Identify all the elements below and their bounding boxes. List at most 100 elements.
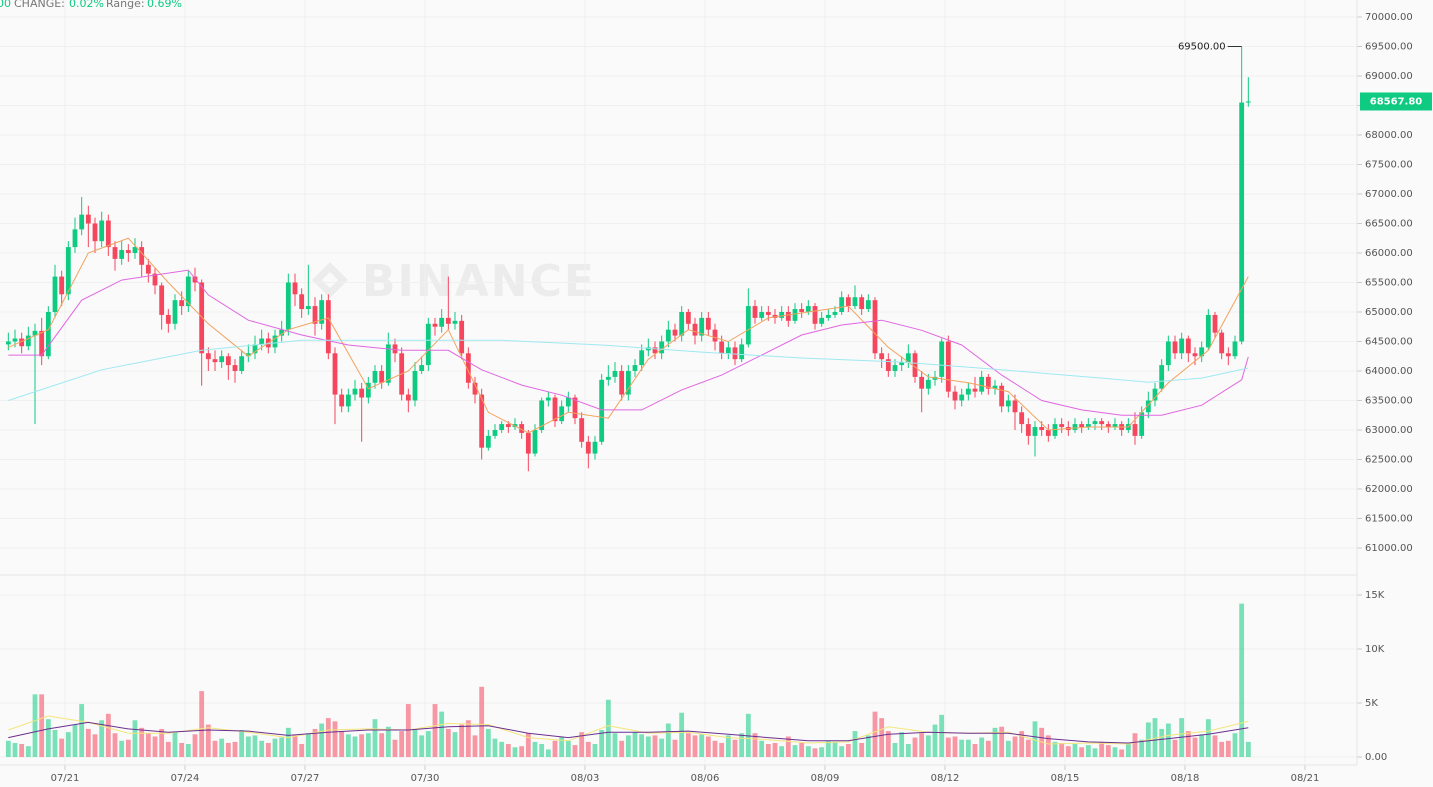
volume-bar: [1119, 749, 1125, 758]
x-tick-label: 07/30: [411, 773, 440, 784]
volume-bar: [85, 728, 91, 758]
candle-body: [585, 441, 591, 454]
volume-bar: [165, 741, 171, 758]
candle-body: [665, 329, 671, 342]
candle-body: [305, 306, 311, 310]
candle-body: [572, 397, 578, 419]
volume-bar: [912, 737, 918, 758]
candle-body: [225, 356, 231, 366]
candle-body: [925, 379, 931, 389]
candle-body: [172, 300, 178, 324]
volume-bar: [512, 747, 518, 758]
candle-body: [1039, 427, 1045, 430]
volume-bar: [352, 736, 358, 758]
volume-bar: [372, 719, 378, 758]
candle-body: [339, 394, 345, 407]
candle-body: [1099, 421, 1105, 425]
candle-body: [739, 344, 745, 360]
volume-bar: [612, 733, 618, 758]
candle-body: [559, 406, 565, 422]
volume-bar: [252, 735, 258, 758]
volume-bar: [865, 735, 871, 758]
volume-bar: [532, 741, 538, 758]
candle-body: [785, 311, 791, 321]
candle-body: [972, 388, 978, 392]
volume-bar: [965, 739, 971, 758]
candle-body: [125, 250, 131, 253]
volume-bar: [219, 738, 225, 758]
candle-body: [385, 344, 391, 383]
candle-body: [205, 353, 211, 360]
candle-body: [1079, 424, 1085, 428]
volume-bar: [672, 739, 678, 758]
volume-bar: [145, 733, 151, 758]
candle-body: [805, 306, 811, 312]
volume-bar: [125, 739, 131, 758]
price-overlay-line: [8, 339, 1249, 401]
candle-body: [32, 330, 38, 336]
candle-body: [592, 441, 598, 454]
candle-body: [39, 330, 45, 357]
candle-body: [1239, 102, 1245, 342]
candle-body: [792, 309, 798, 321]
candle-body: [599, 379, 605, 442]
volume-bar: [1032, 721, 1038, 758]
volume-bar: [359, 734, 365, 758]
volume-bar: [312, 728, 318, 758]
candle-body: [745, 306, 751, 345]
price-tick-label: 66500.00: [1365, 218, 1413, 229]
volume-bar: [899, 732, 905, 758]
volume-bar: [592, 744, 598, 758]
volume-bar: [519, 746, 525, 758]
candle-body: [1092, 421, 1098, 425]
volume-bar: [1245, 741, 1251, 758]
candle-body: [985, 376, 991, 389]
candle-body: [1005, 400, 1011, 407]
volume-tick-label: 15K: [1365, 590, 1385, 601]
volume-bar: [992, 727, 998, 758]
x-tick-label: 08/21: [1291, 773, 1320, 784]
x-tick-label: 08/15: [1051, 773, 1080, 784]
candle-body: [919, 376, 925, 389]
change-value: 0.02%: [69, 0, 104, 10]
candle-body: [299, 294, 305, 310]
volume-bar: [1112, 747, 1118, 758]
volume-bar: [945, 737, 951, 758]
volume-bar: [885, 731, 891, 758]
volume-bar: [445, 728, 451, 758]
candle-body: [499, 424, 505, 430]
volume-bar: [932, 724, 938, 758]
candle-body: [632, 365, 638, 371]
volume-bar: [232, 741, 238, 758]
volume-bar: [699, 734, 705, 758]
candle-body: [752, 306, 758, 318]
volume-bar: [1212, 735, 1218, 758]
volume-bar: [979, 737, 985, 758]
candle-body: [519, 424, 525, 433]
candle-body: [939, 341, 945, 377]
candle-body: [439, 317, 445, 327]
candle-body: [65, 247, 71, 295]
volume-bar: [79, 704, 85, 758]
volume-bar: [1012, 736, 1018, 758]
volume-bar: [659, 738, 665, 758]
volume-bar: [1232, 733, 1238, 758]
candle-body: [992, 385, 998, 389]
volume-bar: [1099, 741, 1105, 758]
candle-body: [1139, 412, 1145, 436]
volume-bar: [565, 740, 571, 758]
volume-bar: [1239, 603, 1245, 758]
candle-body: [819, 317, 825, 324]
volume-bar: [652, 735, 658, 758]
price-tick-label: 62500.00: [1365, 454, 1413, 465]
volume-bar: [139, 727, 145, 758]
volume-bar: [119, 740, 125, 758]
volume-bar: [1192, 737, 1198, 758]
price-tick-label: 65500.00: [1365, 277, 1413, 288]
candle-body: [532, 429, 538, 454]
candle-body: [579, 418, 585, 442]
volume-bar: [779, 746, 785, 758]
volume-bar: [872, 711, 878, 758]
volume-bar: [585, 741, 591, 758]
candle-body: [472, 382, 478, 395]
